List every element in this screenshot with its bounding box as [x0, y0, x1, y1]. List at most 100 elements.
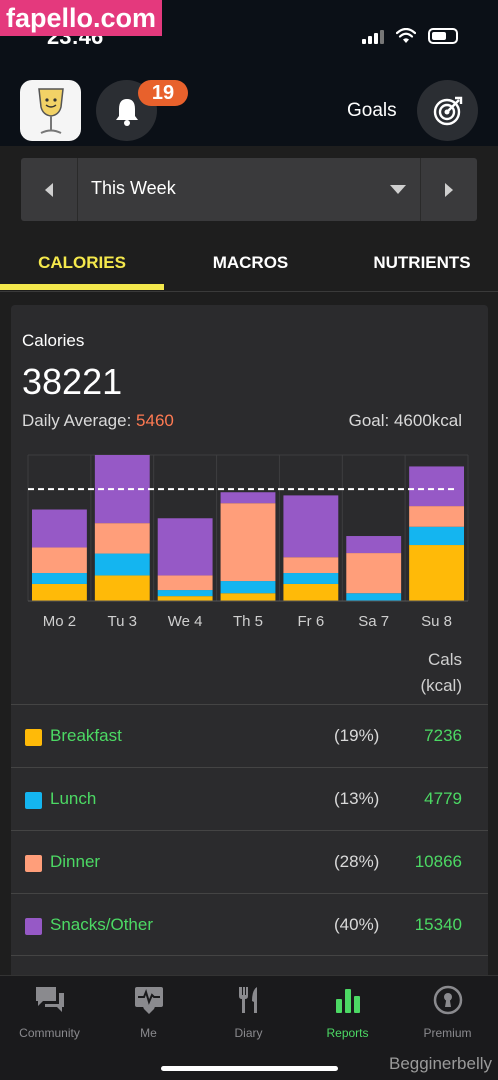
meal-percent: (40%): [334, 915, 380, 934]
bar-segment-lunch: [283, 573, 339, 584]
meal-name: Snacks/Other: [50, 915, 153, 934]
nav-diary[interactable]: Diary: [199, 976, 298, 1046]
bell-icon: [115, 98, 138, 126]
goals-label[interactable]: Goals: [347, 100, 397, 121]
dinner-swatch: [25, 855, 42, 872]
meal-calories: 15340: [414, 915, 462, 934]
app-logo-wine-glass-icon[interactable]: [20, 80, 81, 141]
bar-segment-breakfast: [157, 596, 213, 601]
cals-header-line1: Cals: [427, 650, 462, 669]
bar-segment-snacks-other: [32, 509, 87, 548]
bar-segment-snacks-other: [409, 466, 464, 507]
nav-reports[interactable]: Reports: [298, 976, 397, 1046]
list-item-lunch[interactable]: Lunch (13%) 4779: [11, 767, 488, 830]
calories-card: Calories 38221 Daily Average: 5460 Goal:…: [11, 305, 488, 1005]
meal-percent: (13%): [334, 789, 380, 808]
bar-chart-icon: [335, 989, 360, 1013]
calorie-goal: Goal: 4600kcal: [348, 411, 462, 430]
nav-label: Premium: [423, 1026, 472, 1040]
bar-segment-snacks-other: [157, 518, 213, 576]
tab-calories[interactable]: CALORIES: [38, 253, 126, 272]
previous-week-button[interactable]: [21, 158, 78, 221]
watermark: fapello.com: [0, 0, 163, 36]
meal-calories: 10866: [414, 852, 462, 871]
list-item-dinner[interactable]: Dinner (28%) 10866: [11, 830, 488, 893]
chevron-left-icon: [45, 182, 53, 197]
bar-segment-dinner: [94, 523, 150, 554]
cals-column-header: Cals (kcal): [420, 647, 462, 699]
battery-icon: [428, 28, 458, 44]
x-tick-label: Th 5: [233, 613, 263, 630]
week-range-label[interactable]: This Week: [91, 178, 176, 198]
meal-percent: (19%): [334, 726, 380, 745]
bar-segment-lunch: [220, 581, 276, 594]
cellular-signal-icon: [362, 28, 384, 44]
list-item-snacks[interactable]: Snacks/Other (40%) 15340: [11, 893, 488, 956]
fork-knife-icon: [238, 987, 257, 1013]
meal-breakdown-list: Breakfast (19%) 7236 Lunch (13%) 4779 Di…: [11, 704, 488, 956]
bar-segment-snacks-other: [346, 536, 402, 554]
bar-segment-dinner: [157, 575, 213, 591]
list-item-breakfast[interactable]: Breakfast (19%) 7236: [11, 704, 488, 767]
home-indicator[interactable]: [161, 1066, 338, 1071]
bar-segment-snacks-other: [283, 495, 339, 558]
meal-calories: 7236: [424, 726, 462, 745]
nav-me[interactable]: Me: [99, 976, 198, 1046]
wifi-icon: [396, 28, 416, 43]
daily-average: Daily Average: 5460: [22, 411, 174, 431]
heart-pulse-icon: [134, 987, 163, 1014]
daily-average-value: 5460: [136, 411, 174, 430]
tab-nutrients[interactable]: NUTRIENTS: [373, 253, 471, 272]
notification-count-badge: 19: [138, 80, 188, 106]
daily-average-label: Daily Average:: [22, 411, 132, 430]
bar-segment-breakfast: [94, 575, 150, 601]
card-title: Calories: [22, 331, 85, 350]
target-icon: [433, 96, 462, 125]
bar-segment-breakfast: [32, 583, 87, 601]
meal-name: Lunch: [50, 789, 97, 808]
breakfast-swatch: [25, 729, 42, 746]
bar-segment-breakfast: [220, 593, 276, 601]
goals-button[interactable]: [417, 80, 478, 141]
bar-segment-dinner: [346, 553, 402, 594]
week-selector: This Week: [21, 158, 477, 221]
nav-label: Reports: [326, 1026, 369, 1040]
status-icons: [362, 28, 458, 44]
bar-segment-breakfast: [283, 583, 339, 601]
x-tick-label: Tu 3: [108, 613, 137, 630]
meal-name: Dinner: [50, 852, 101, 871]
x-tick-label: We 4: [168, 613, 203, 630]
nav-label: Diary: [234, 1026, 263, 1040]
meal-percent: (28%): [334, 852, 380, 871]
bar-segment-dinner: [220, 503, 276, 582]
chat-bubbles-icon: [35, 987, 64, 1012]
bar-segment-breakfast: [409, 545, 464, 601]
bottom-navigation: Community Me Diary Reports: [0, 975, 498, 1080]
bar-segment-dinner: [409, 506, 464, 527]
watermark-credit: Begginerbelly: [388, 1054, 492, 1073]
tab-macros[interactable]: MACROS: [212, 253, 289, 272]
bar-segment-snacks-other: [220, 492, 276, 504]
nav-premium[interactable]: Premium: [398, 976, 497, 1046]
total-calories: 38221: [22, 361, 123, 402]
report-tabs: CALORIES MACROS NUTRIENTS: [0, 234, 498, 292]
bar-segment-dinner: [283, 557, 339, 574]
chevron-down-icon[interactable]: [389, 184, 407, 195]
snacks-swatch: [25, 918, 42, 935]
premium-keyhole-icon: [433, 985, 462, 1015]
meal-name: Breakfast: [50, 726, 122, 745]
meal-calories: 4779: [424, 789, 462, 808]
chevron-right-icon: [445, 182, 453, 197]
nav-community[interactable]: Community: [0, 976, 99, 1046]
x-tick-label: Su 8: [421, 613, 452, 630]
x-tick-label: Sa 7: [358, 613, 389, 630]
lunch-swatch: [25, 792, 42, 809]
nav-label: Me: [140, 1026, 157, 1040]
bar-segment-lunch: [32, 573, 87, 584]
next-week-button[interactable]: [420, 158, 477, 221]
active-tab-indicator: [0, 284, 164, 290]
bar-segment-lunch: [346, 593, 402, 601]
bar-segment-lunch: [409, 526, 464, 546]
bar-segment-lunch: [157, 590, 213, 597]
